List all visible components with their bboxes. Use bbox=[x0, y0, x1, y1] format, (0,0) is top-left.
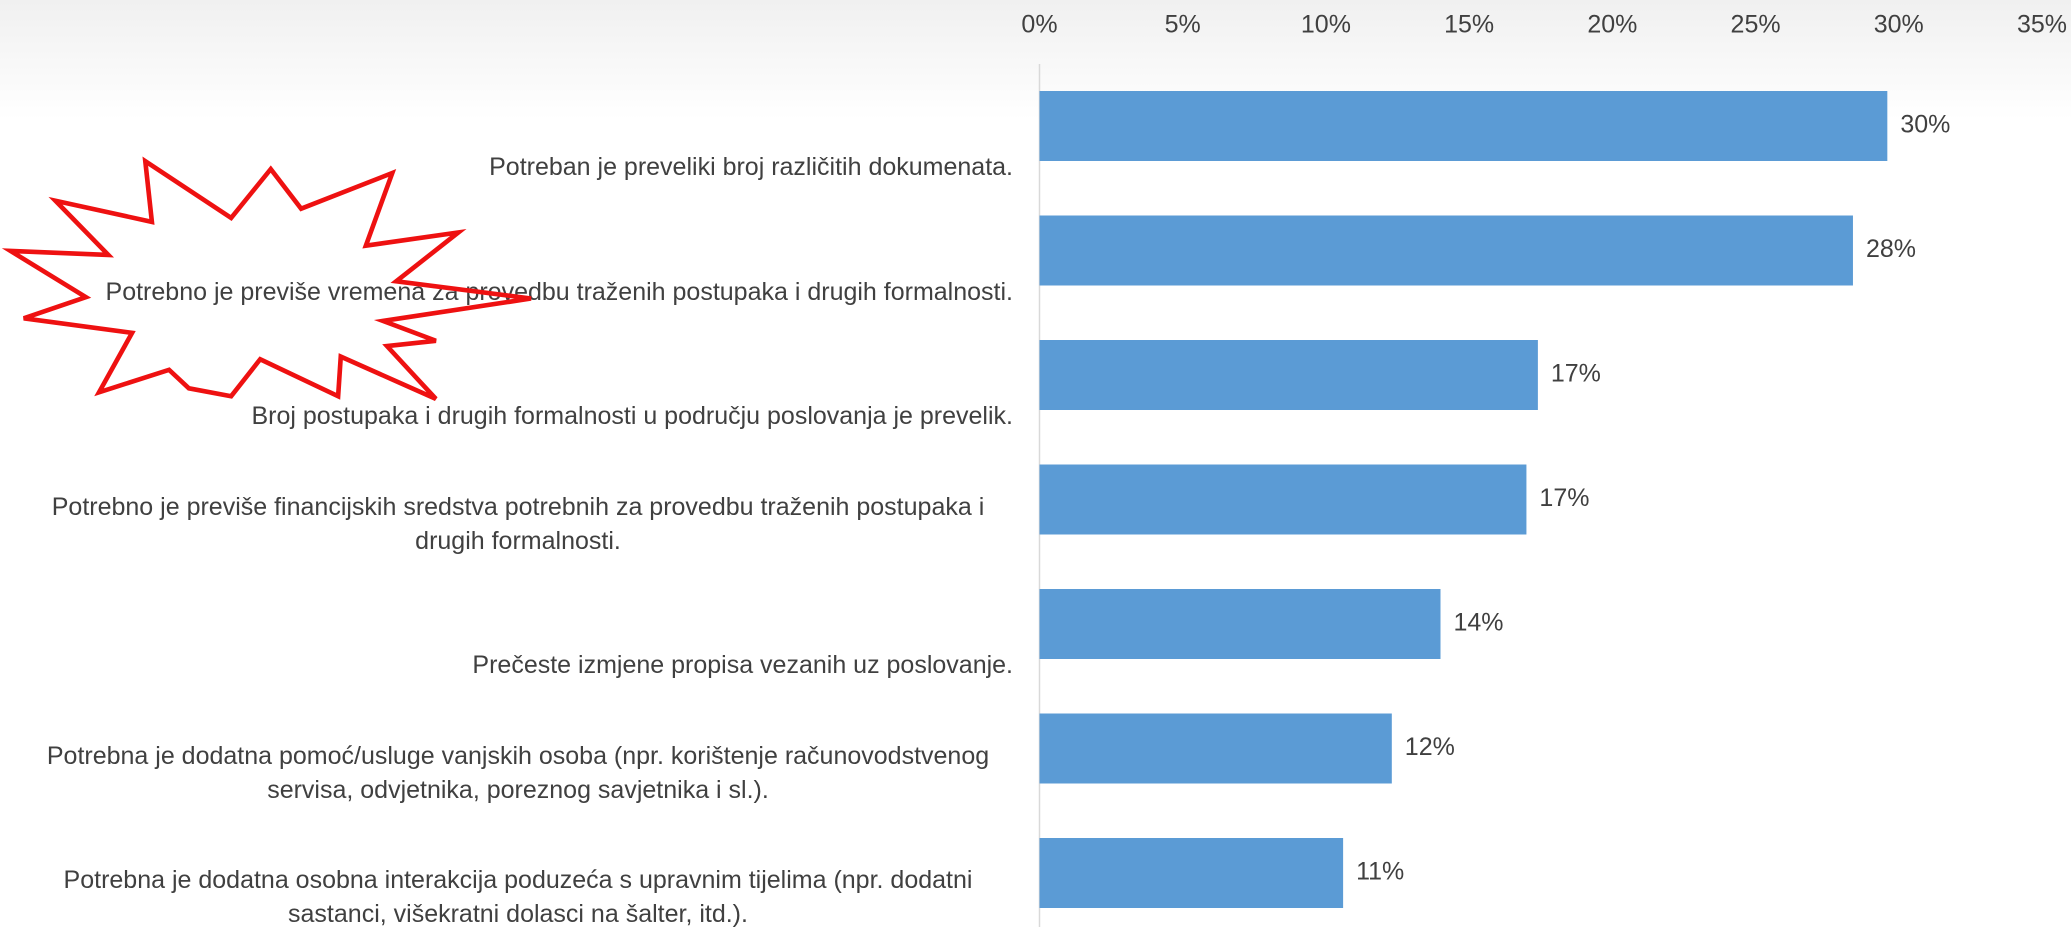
category-label-box: Potrebno je previše vremena za provedbu … bbox=[106, 275, 1013, 309]
x-tick-label: 5% bbox=[1165, 11, 1201, 39]
category-label-box: Broj postupaka i drugih formalnosti u po… bbox=[251, 399, 1013, 433]
x-tick-label: 30% bbox=[1874, 11, 1924, 39]
bar bbox=[1039, 589, 1441, 659]
category-label: Potrebno je previše financijskih sredstv… bbox=[51, 492, 985, 555]
category-label: Prečeste izmjene propisa vezanih uz posl… bbox=[472, 651, 1013, 679]
category-label: Potrebna je dodatna osobna interakcija p… bbox=[63, 866, 973, 927]
category-label-box: Potrebna je dodatna pomoć/usluge vanjski… bbox=[23, 739, 1013, 807]
bar bbox=[1039, 464, 1527, 535]
value-label: 12% bbox=[1405, 733, 1455, 761]
x-tick-label: 10% bbox=[1301, 11, 1351, 39]
x-tick-label: 0% bbox=[1021, 11, 1057, 39]
category-label: Potrebno je previše vremena za provedbu … bbox=[105, 277, 1013, 306]
category-label-box: Potrebno je previše financijskih sredstv… bbox=[23, 490, 1013, 558]
category-label: Potreban je preveliki broj različitih do… bbox=[489, 153, 1013, 181]
value-label: 17% bbox=[1539, 484, 1589, 512]
x-tick-label: 20% bbox=[1587, 11, 1637, 39]
category-label-box: Potreban je preveliki broj različitih do… bbox=[489, 150, 1013, 184]
value-label: 28% bbox=[1866, 235, 1916, 263]
x-tick-label: 25% bbox=[1731, 11, 1781, 39]
value-label: 11% bbox=[1356, 858, 1404, 886]
value-label: 30% bbox=[1900, 111, 1950, 139]
bar bbox=[1039, 838, 1344, 908]
category-label-box: Potrebna je dodatna osobna interakcija p… bbox=[23, 863, 1013, 927]
bar bbox=[1039, 215, 1853, 286]
category-label: Broj postupaka i drugih formalnosti u po… bbox=[251, 402, 1013, 430]
x-tick-label: 35% bbox=[2017, 11, 2067, 39]
value-label: 17% bbox=[1551, 360, 1601, 388]
category-label: Potrebna je dodatna pomoć/usluge vanjski… bbox=[46, 741, 990, 804]
bar bbox=[1039, 91, 1888, 161]
category-label-box: Prečeste izmjene propisa vezanih uz posl… bbox=[472, 648, 1013, 682]
value-label: 14% bbox=[1454, 609, 1504, 637]
bar bbox=[1039, 713, 1392, 784]
x-tick-label: 15% bbox=[1444, 11, 1494, 39]
bar bbox=[1039, 340, 1538, 410]
